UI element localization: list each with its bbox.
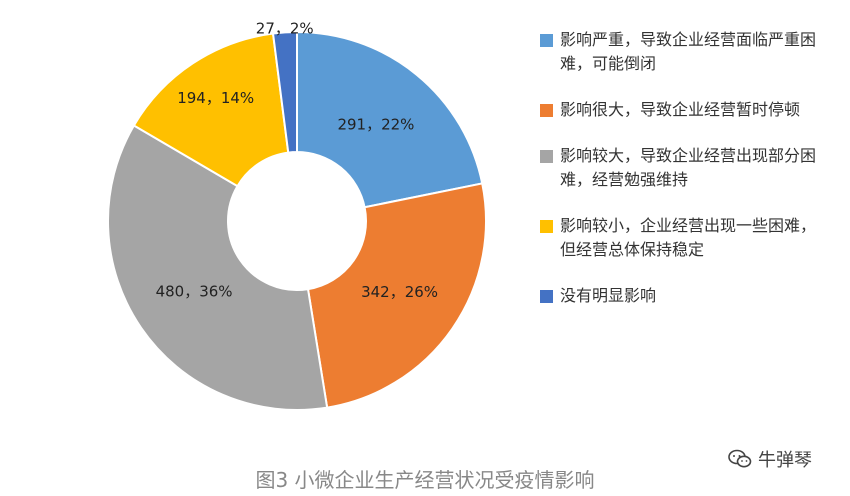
legend-item-4: 影响较小，企业经营出现一些困难，但经营总体保持稳定 — [540, 214, 830, 262]
legend-swatch-3 — [540, 150, 553, 163]
legend-swatch-1 — [540, 34, 553, 47]
data-label-1: 291，22% — [337, 115, 414, 133]
legend-label-5: 没有明显影响 — [560, 286, 657, 305]
legend-item-3: 影响较大，导致企业经营出现部分困难，经营勉强维持 — [540, 144, 830, 192]
legend-swatch-4 — [540, 220, 553, 233]
legend-label-2: 影响很大，导致企业经营暂时停顿 — [560, 100, 801, 119]
data-label-2: 342，26% — [361, 283, 438, 301]
legend-label-3: 影响较大，导致企业经营出现部分困难，经营勉强维持 — [560, 146, 817, 189]
chart-legend: 影响严重，导致企业经营面临严重困难，可能倒闭 影响很大，导致企业经营暂时停顿 影… — [540, 28, 830, 330]
donut-slice-5 — [271, 30, 298, 154]
donut-slice-1 — [296, 30, 484, 209]
legend-label-4: 影响较小，企业经营出现一些困难，但经营总体保持稳定 — [560, 216, 817, 259]
watermark-text: 牛弹琴 — [758, 450, 812, 471]
wechat-icon — [728, 449, 752, 468]
legend-item-2: 影响很大，导致企业经营暂时停顿 — [540, 98, 830, 122]
figure-caption: 图3 小微企业生产经营状况受疫情影响 — [255, 468, 595, 492]
donut-slice-3 — [107, 124, 329, 411]
donut-slice-2 — [306, 182, 487, 409]
data-label-4: 194，14% — [177, 89, 254, 107]
legend-swatch-5 — [540, 290, 553, 303]
data-label-3: 480，36% — [156, 282, 233, 300]
data-label-5: 27，2% — [256, 20, 314, 38]
legend-label-1: 影响严重，导致企业经营面临严重困难，可能倒闭 — [560, 30, 817, 73]
watermark: 牛弹琴 — [728, 446, 812, 472]
legend-item-5: 没有明显影响 — [540, 284, 830, 308]
legend-swatch-2 — [540, 104, 553, 117]
donut-slice-4 — [132, 32, 290, 188]
legend-item-1: 影响严重，导致企业经营面临严重困难，可能倒闭 — [540, 28, 830, 76]
